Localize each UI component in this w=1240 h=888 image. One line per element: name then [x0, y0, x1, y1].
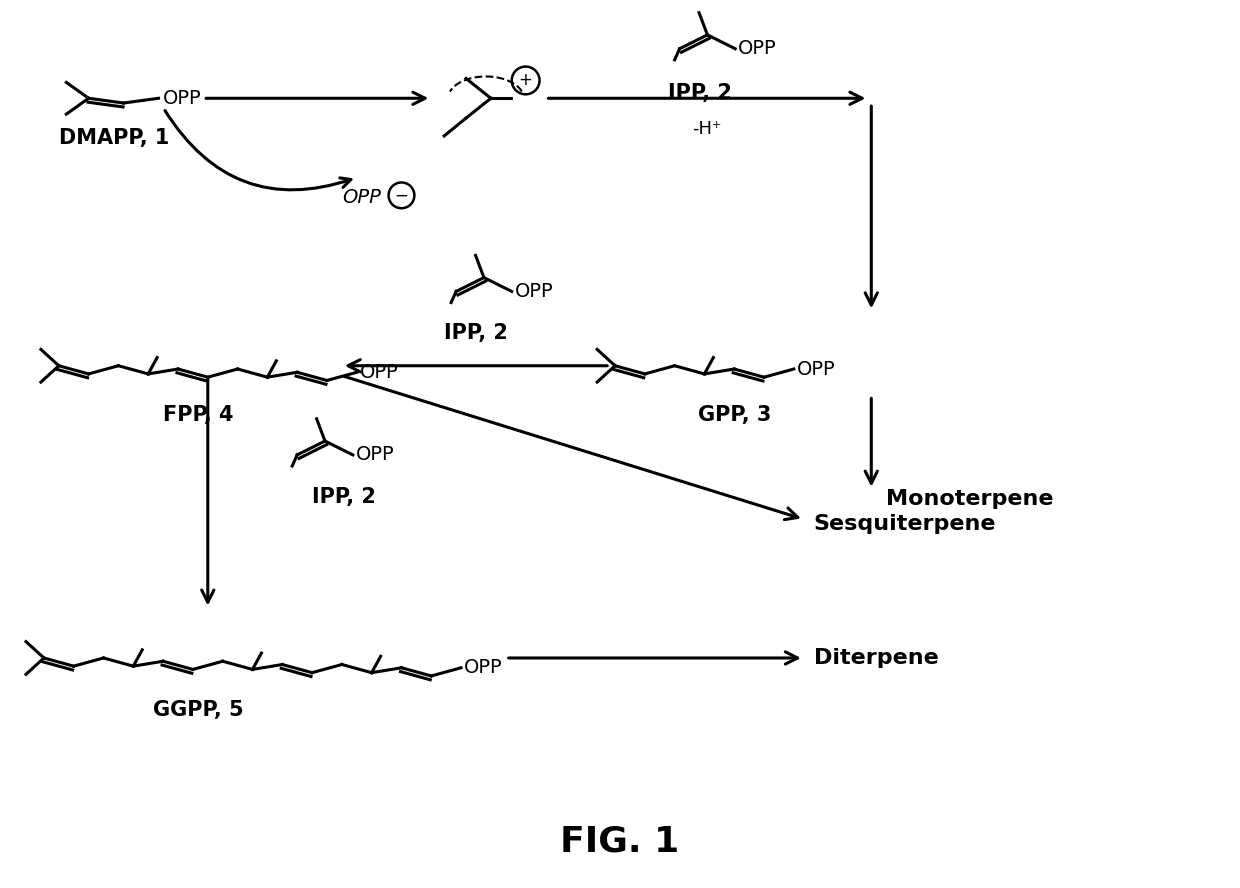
Text: +: +	[518, 71, 532, 90]
Text: IPP, 2: IPP, 2	[667, 83, 732, 103]
Text: Diterpene: Diterpene	[813, 648, 939, 668]
Text: −: −	[394, 186, 408, 204]
Text: Monoterpene: Monoterpene	[887, 489, 1054, 510]
Text: OPP: OPP	[356, 446, 394, 464]
Text: GGPP, 5: GGPP, 5	[153, 700, 243, 719]
Text: DMAPP, 1: DMAPP, 1	[58, 128, 169, 148]
Text: OPP: OPP	[342, 188, 381, 207]
Text: FPP, 4: FPP, 4	[162, 405, 233, 425]
Text: IPP, 2: IPP, 2	[312, 487, 376, 506]
Text: Sesquiterpene: Sesquiterpene	[813, 514, 996, 535]
Text: OPP: OPP	[797, 360, 836, 378]
Text: IPP, 2: IPP, 2	[444, 323, 508, 343]
Text: FIG. 1: FIG. 1	[560, 824, 680, 858]
Text: OPP: OPP	[515, 282, 553, 301]
Text: OPP: OPP	[162, 89, 201, 107]
Text: GPP, 3: GPP, 3	[698, 405, 771, 425]
Text: OPP: OPP	[464, 658, 502, 678]
Text: OPP: OPP	[360, 363, 398, 382]
Text: OPP: OPP	[738, 39, 776, 59]
Text: -H⁺: -H⁺	[692, 120, 722, 138]
